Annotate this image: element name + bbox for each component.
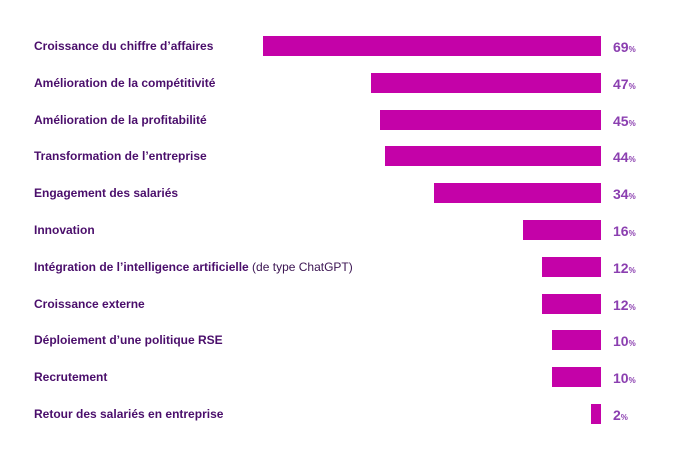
value-unit: %: [628, 376, 636, 385]
category-label: Innovation: [34, 220, 95, 240]
value-unit: %: [628, 155, 636, 164]
bar: [542, 257, 601, 277]
category-label: Amélioration de la compétitivité: [34, 73, 215, 93]
bar: [380, 110, 601, 130]
value-unit: %: [628, 303, 636, 312]
value-label: 47%: [613, 73, 636, 93]
bar: [591, 404, 601, 424]
value-label: 10%: [613, 367, 636, 387]
category-label-text: Croissance externe: [34, 297, 145, 311]
category-label: Recrutement: [34, 367, 107, 387]
category-label: Engagement des salariés: [34, 183, 178, 203]
category-label-text: Croissance du chiffre d’affaires: [34, 39, 214, 53]
value-label: 10%: [613, 330, 636, 350]
value-number: 47: [613, 76, 629, 92]
value-label: 69%: [613, 36, 636, 56]
bar-row: Déploiement d’une politique RSE 10%: [0, 330, 675, 350]
bar: [542, 294, 601, 314]
category-label-text: Déploiement d’une politique RSE: [34, 333, 223, 347]
value-label: 44%: [613, 146, 636, 166]
bar: [434, 183, 601, 203]
value-unit: %: [628, 119, 636, 128]
category-label: Amélioration de la profitabilité: [34, 110, 207, 130]
value-number: 69: [613, 39, 629, 55]
value-label: 34%: [613, 183, 636, 203]
value-number: 45: [613, 113, 629, 129]
value-number: 10: [613, 370, 629, 386]
category-label: Retour des salariés en entreprise: [34, 404, 223, 424]
value-unit: %: [628, 266, 636, 275]
bar: [552, 367, 601, 387]
bar: [385, 146, 601, 166]
bar-row: Amélioration de la profitabilité 45%: [0, 110, 675, 130]
bar-row: Retour des salariés en entreprise 2%: [0, 404, 675, 424]
bar-row: Croissance externe 12%: [0, 294, 675, 314]
category-label-text: Retour des salariés en entreprise: [34, 407, 224, 421]
value-unit: %: [628, 45, 636, 54]
value-label: 16%: [613, 220, 636, 240]
category-label: Intégration de l’intelligence artificiel…: [34, 257, 353, 277]
category-label-text: Transformation de l’entreprise: [34, 149, 207, 163]
value-unit: %: [620, 413, 628, 422]
category-label: Transformation de l’entreprise: [34, 146, 207, 166]
value-label: 12%: [613, 294, 636, 314]
category-label-text: Engagement des salariés: [34, 186, 179, 200]
category-label-text: Innovation: [34, 223, 95, 237]
bar-row: Innovation 16%: [0, 220, 675, 240]
bar-row: Engagement des salariés 34%: [0, 183, 675, 203]
category-label-text: Amélioration de la compétitivité: [34, 76, 216, 90]
value-label: 45%: [613, 110, 636, 130]
value-label: 12%: [613, 257, 636, 277]
value-unit: %: [628, 339, 636, 348]
category-label-note: (de type ChatGPT): [248, 260, 353, 274]
category-label-text: Intégration de l’intelligence artificiel…: [34, 260, 249, 274]
value-number: 2: [613, 407, 621, 423]
bar: [371, 73, 601, 93]
value-number: 10: [613, 333, 629, 349]
value-number: 34: [613, 186, 629, 202]
bar: [263, 36, 601, 56]
value-unit: %: [628, 229, 636, 238]
bar-row: Recrutement 10%: [0, 367, 675, 387]
category-label-text: Amélioration de la profitabilité: [34, 113, 207, 127]
bar-row: Croissance du chiffre d’affaires 69%: [0, 36, 675, 56]
value-unit: %: [628, 192, 636, 201]
value-unit: %: [628, 82, 636, 91]
bar-row: Intégration de l’intelligence artificiel…: [0, 257, 675, 277]
bar: [523, 220, 601, 240]
value-number: 12: [613, 297, 629, 313]
bar-row: Transformation de l’entreprise 44%: [0, 146, 675, 166]
category-label: Déploiement d’une politique RSE: [34, 330, 223, 350]
category-label: Croissance externe: [34, 294, 145, 314]
category-label-text: Recrutement: [34, 370, 108, 384]
bar: [552, 330, 601, 350]
bar-row: Amélioration de la compétitivité 47%: [0, 73, 675, 93]
value-number: 44: [613, 149, 629, 165]
value-number: 12: [613, 260, 629, 276]
value-label: 2%: [613, 404, 628, 424]
value-number: 16: [613, 223, 629, 239]
category-label: Croissance du chiffre d’affaires: [34, 36, 213, 56]
